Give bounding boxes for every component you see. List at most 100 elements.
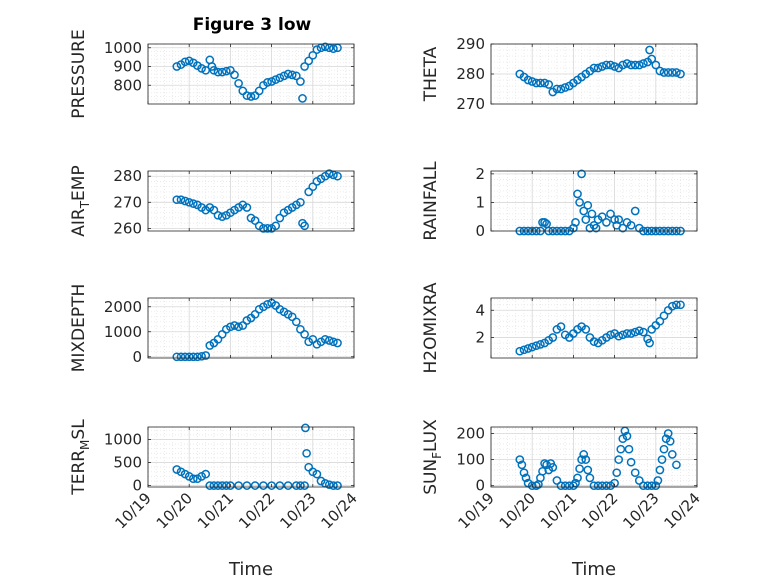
y-tick-label: 900 [113, 58, 142, 76]
data-point [519, 345, 529, 355]
data-point [577, 169, 586, 179]
x-axis-label-right: Time [571, 559, 616, 580]
data-point [531, 78, 541, 88]
data-point [263, 78, 272, 87]
data-point [230, 321, 239, 330]
data-point [581, 215, 591, 224]
data-point [320, 334, 330, 344]
data-point [301, 423, 310, 433]
data-point [630, 327, 640, 337]
data-point [242, 91, 252, 100]
y-axis-label-part: SUN [421, 459, 441, 495]
data-point [536, 78, 545, 88]
data-point [579, 206, 589, 216]
data-point [663, 429, 673, 438]
data-point [515, 346, 525, 356]
y-axis-label: AIRTEMP [69, 165, 92, 236]
data-point [209, 481, 219, 490]
data-point [667, 450, 677, 459]
data-point [583, 200, 593, 210]
data-point [569, 223, 578, 233]
subplot-rainfall: 0 1 2 RAINFALL [421, 161, 698, 241]
axes-box [147, 170, 355, 232]
y-tick-label: 260 [113, 219, 142, 237]
data-point [184, 352, 194, 362]
subplot-theta: 270 280 290 THETA [421, 35, 698, 113]
data-point [626, 457, 636, 467]
data-point [659, 68, 669, 77]
data-point [213, 481, 223, 490]
data-point [626, 60, 636, 70]
data-point [602, 60, 611, 70]
data-point [180, 352, 190, 362]
data-point [667, 68, 677, 77]
y-tick-label: 0 [475, 222, 485, 240]
y-axis-label-subscript: F [430, 452, 444, 459]
y-axis-label: H2OMIXRA [421, 282, 441, 373]
data-point [645, 45, 654, 55]
data-point [515, 455, 525, 464]
y-axis-label: RAINFALL [421, 161, 441, 241]
data-point [209, 65, 219, 75]
data-point [234, 79, 243, 88]
y-tick-label: 2 [475, 165, 485, 183]
data-point [324, 336, 334, 345]
data-point [630, 468, 640, 478]
data-point [275, 73, 285, 83]
data-point [176, 195, 186, 205]
data-point [234, 322, 243, 332]
data-point [259, 481, 268, 490]
data-point [271, 221, 281, 231]
data-point [647, 481, 657, 491]
data-point [552, 476, 562, 485]
data-point [672, 68, 681, 77]
data-point [672, 300, 681, 310]
data-point [283, 481, 293, 490]
data-point [573, 189, 582, 199]
data-point [614, 215, 624, 224]
data-point [242, 203, 252, 212]
data-point [548, 463, 558, 472]
data-point [606, 60, 615, 70]
data-point [589, 481, 599, 491]
x-tick-label: 10/19 [455, 489, 498, 532]
y-axis-label-subscript: M [78, 440, 92, 450]
data-point [560, 481, 570, 491]
data-point [659, 311, 669, 321]
data-point [250, 481, 260, 490]
y-tick-label: 1 [475, 193, 485, 211]
x-tick-label: 10/24 [318, 489, 361, 532]
data-point [616, 444, 626, 454]
data-point [581, 325, 591, 334]
data-point [612, 468, 622, 478]
subplot-air_t_emp: 260 270 280 AIRTEMP [69, 165, 355, 237]
data-point [665, 436, 675, 446]
data-point [193, 474, 202, 484]
data-point [531, 341, 541, 351]
x-tick-label: 10/23 [276, 489, 319, 532]
data-point [291, 481, 301, 490]
data-point [271, 75, 281, 84]
data-point [308, 50, 318, 60]
data-point [324, 169, 334, 178]
data-point [622, 59, 632, 68]
y-tick-label: 100 [456, 451, 485, 469]
data-point [587, 209, 597, 219]
data-point [296, 197, 305, 207]
data-point [300, 221, 309, 231]
data-point [275, 213, 285, 223]
data-point [298, 94, 307, 103]
data-point [573, 473, 582, 483]
y-axis-label-part: AIR [69, 208, 89, 237]
data-point [333, 171, 342, 181]
y-tick-label: 0 [132, 348, 142, 366]
data-point [254, 86, 264, 96]
y-tick-label: 1000 [104, 323, 142, 341]
data-point [172, 352, 182, 362]
data-point [645, 338, 654, 348]
axes-box [490, 297, 698, 359]
data-point [583, 465, 593, 475]
data-point [602, 218, 611, 227]
